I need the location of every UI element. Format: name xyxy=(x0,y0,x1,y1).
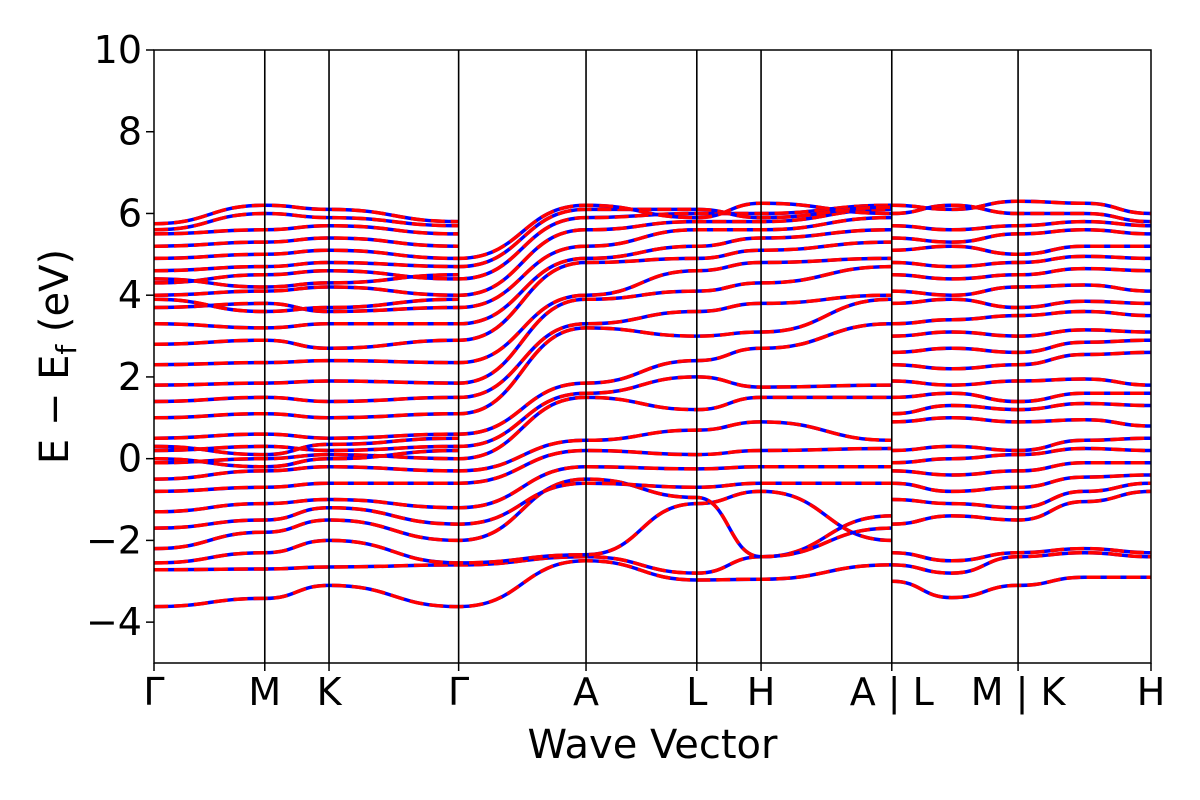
band-line-dashed-5 xyxy=(154,465,892,514)
y-tick-label: 0 xyxy=(118,437,142,481)
band-line-dashed-27 xyxy=(154,297,459,314)
band-line-dashed-23 xyxy=(154,223,459,236)
x-axis-title: Wave Vector xyxy=(528,722,779,768)
plot-frame xyxy=(153,49,1152,664)
y-axis: 10 8 6 4 2 0 −2 −4 xyxy=(86,28,154,644)
band-line-dashed-r0 xyxy=(891,575,1151,600)
band-line-dashed-4 xyxy=(154,481,892,530)
x-tick-label: H xyxy=(1137,670,1166,714)
band-line-dashed-14 xyxy=(154,256,892,367)
band-line-dashed-16 xyxy=(154,228,892,330)
band-line-dashed-24 xyxy=(154,203,459,226)
y-tick-label: −4 xyxy=(86,600,142,644)
x-tick-label: Γ xyxy=(143,670,164,714)
x-tick-label: K xyxy=(317,670,343,714)
y-axis-title: E − Ef (eV) xyxy=(32,249,83,464)
band-line-dashed-19 xyxy=(154,203,892,285)
x-tick-label: Γ xyxy=(448,670,469,714)
band-line-dashed-8 xyxy=(154,395,892,465)
band-line-dashed-9 xyxy=(154,375,892,453)
kpoint-lines xyxy=(263,50,1019,663)
band-line-dashed-15 xyxy=(154,240,892,351)
x-tick-label: H xyxy=(747,670,776,714)
band-line-dashed-22 xyxy=(154,236,459,248)
x-tick-label: L xyxy=(686,670,707,714)
band-line-solid-24 xyxy=(154,203,459,226)
y-axis-title-unit: (eV) xyxy=(32,249,78,345)
x-tick-label: M | K xyxy=(971,670,1067,715)
band-line-dashed-18 xyxy=(154,207,892,297)
x-tick-label: A xyxy=(573,670,599,714)
band-line-dashed-25 xyxy=(154,211,459,232)
band-line-dashed-7 xyxy=(154,420,892,481)
band-line-dashed-17 xyxy=(154,215,892,314)
x-tick-label: A | L xyxy=(850,670,934,715)
x-tick-label: M xyxy=(248,670,281,714)
band-line-dashed-12 xyxy=(154,293,892,404)
y-tick-label: 10 xyxy=(94,28,142,72)
band-line-dashed-21 xyxy=(154,201,892,261)
band-line-dashed-28 xyxy=(154,448,459,469)
band-line-solid-r6 xyxy=(891,461,1151,477)
band-line-dashed-29 xyxy=(154,436,459,457)
band-line-dashed-26 xyxy=(154,273,459,289)
band-line-dashed-3 xyxy=(154,477,892,559)
y-tick-label: 4 xyxy=(118,273,142,317)
y-tick-label: −2 xyxy=(86,518,142,562)
bands-layer xyxy=(154,199,1151,609)
band-line-dashed-20 xyxy=(154,205,892,273)
y-axis-title-subscript: f xyxy=(50,344,83,355)
y-tick-label: 8 xyxy=(118,110,142,154)
y-tick-label: 6 xyxy=(118,191,142,235)
y-axis-title-main: E − E xyxy=(32,355,78,465)
y-tick-label: 2 xyxy=(118,355,142,399)
band-line-dashed-6 xyxy=(154,446,892,494)
